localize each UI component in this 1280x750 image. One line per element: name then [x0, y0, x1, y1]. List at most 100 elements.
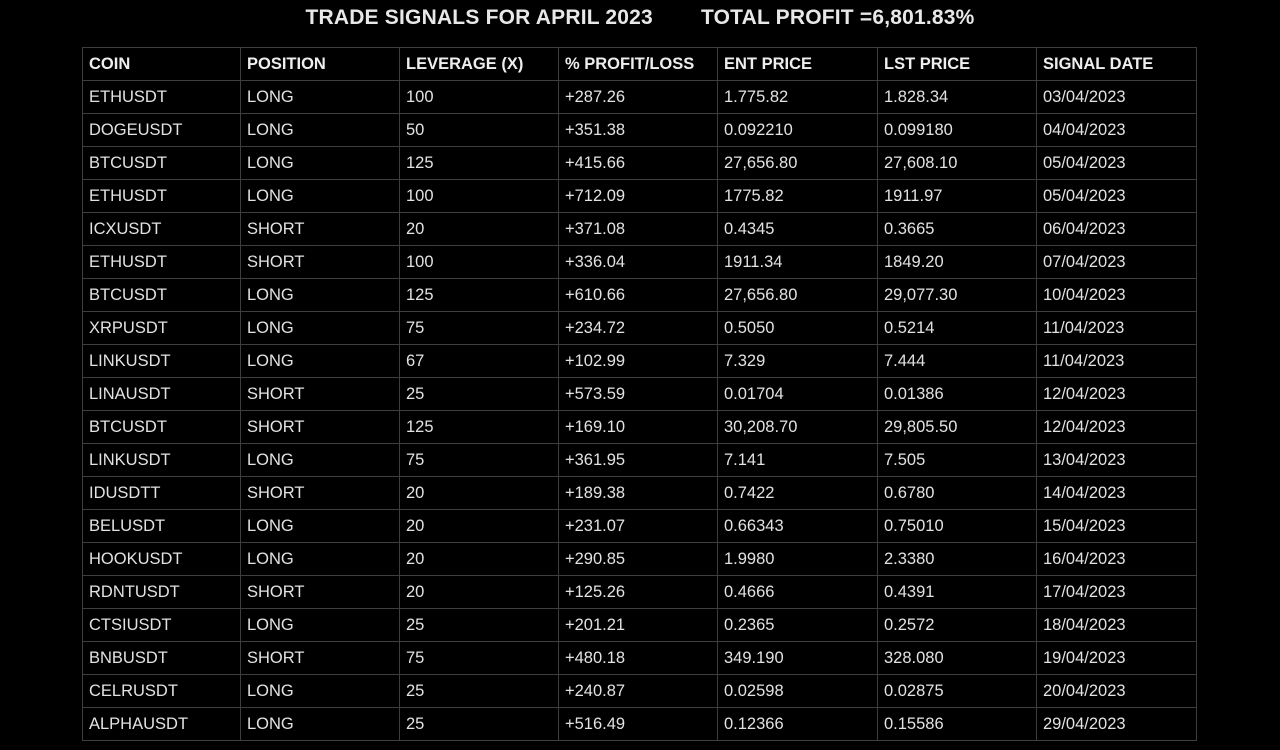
last-price-cell: 0.2572 [877, 608, 1037, 642]
coin-cell: IDUSDTT [82, 476, 241, 510]
signal-date-cell: 12/04/2023 [1036, 377, 1197, 411]
entry-price-cell: 1.775.82 [717, 80, 878, 114]
last-price-cell: 328.080 [877, 641, 1037, 675]
leverage-cell: 67 [399, 344, 559, 378]
leverage-cell: 50 [399, 113, 559, 147]
table-row: BNBUSDT SHORT 75 +480.18 349.190 328.080 19/04… [82, 641, 1197, 675]
coin-cell: BELUSDT [82, 509, 241, 543]
coin-cell: CTSIUSDT [82, 608, 241, 642]
table-row: LINKUSDT LONG 75 +361.95 7.141 7.505 13/04/202… [82, 443, 1197, 477]
profit-loss-cell: +234.72 [558, 311, 718, 345]
position-cell: LONG [240, 674, 400, 708]
signal-date-cell: 07/04/2023 [1036, 245, 1197, 279]
signal-date-cell: 14/04/2023 [1036, 476, 1197, 510]
profit-loss-cell: +169.10 [558, 410, 718, 444]
leverage-cell: 75 [399, 641, 559, 675]
position-cell: LONG [240, 179, 400, 213]
table-row: HOOKUSDT LONG 20 +290.85 1.9980 2.3380 16/04/2… [82, 542, 1197, 576]
entry-price-cell: 0.12366 [717, 707, 878, 741]
last-price-cell: 0.099180 [877, 113, 1037, 147]
profit-loss-cell: +287.26 [558, 80, 718, 114]
entry-price-cell: 7.329 [717, 344, 878, 378]
profit-loss-cell: +712.09 [558, 179, 718, 213]
table-row: ETHUSDT LONG 100 +287.26 1.775.82 1.828.34 03/… [82, 80, 1197, 114]
coin-cell: BTCUSDT [82, 146, 241, 180]
leverage-cell: 25 [399, 707, 559, 741]
coin-cell: BTCUSDT [82, 410, 241, 444]
last-price-cell: 1849.20 [877, 245, 1037, 279]
position-cell: LONG [240, 146, 400, 180]
entry-price-cell: 0.02598 [717, 674, 878, 708]
position-cell: SHORT [240, 212, 400, 246]
column-header-entry-price: ENT PRICE [717, 47, 878, 81]
signal-date-cell: 29/04/2023 [1036, 707, 1197, 741]
coin-cell: ETHUSDT [82, 245, 241, 279]
leverage-cell: 100 [399, 245, 559, 279]
last-price-cell: 7.444 [877, 344, 1037, 378]
leverage-cell: 20 [399, 575, 559, 609]
position-cell: LONG [240, 443, 400, 477]
entry-price-cell: 0.4666 [717, 575, 878, 609]
entry-price-cell: 0.4345 [717, 212, 878, 246]
table-row: ETHUSDT LONG 100 +712.09 1775.82 1911.97 05/04… [82, 179, 1197, 213]
signal-date-cell: 05/04/2023 [1036, 146, 1197, 180]
coin-cell: LINAUSDT [82, 377, 241, 411]
signals-table-container: COIN POSITION LEVERAGE (X) % PROFIT/LOSS… [82, 47, 1197, 741]
leverage-cell: 20 [399, 212, 559, 246]
leverage-cell: 125 [399, 410, 559, 444]
profit-loss-cell: +573.59 [558, 377, 718, 411]
coin-cell: ETHUSDT [82, 80, 241, 114]
total-profit: TOTAL PROFIT =6,801.83% [700, 6, 975, 29]
signal-date-cell: 11/04/2023 [1036, 311, 1197, 345]
coin-cell: LINKUSDT [82, 443, 241, 477]
column-header-position: POSITION [240, 47, 400, 81]
signal-date-cell: 05/04/2023 [1036, 179, 1197, 213]
last-price-cell: 29,805.50 [877, 410, 1037, 444]
entry-price-cell: 30,208.70 [717, 410, 878, 444]
coin-cell: BTCUSDT [82, 278, 241, 312]
profit-loss-cell: +125.26 [558, 575, 718, 609]
entry-price-cell: 1775.82 [717, 179, 878, 213]
coin-cell: XRPUSDT [82, 311, 241, 345]
table-row: RDNTUSDT SHORT 20 +125.26 0.4666 0.4391 17/04/… [82, 575, 1197, 609]
signal-date-cell: 19/04/2023 [1036, 641, 1197, 675]
position-cell: SHORT [240, 410, 400, 444]
entry-price-cell: 1.9980 [717, 542, 878, 576]
position-cell: SHORT [240, 575, 400, 609]
profit-loss-cell: +415.66 [558, 146, 718, 180]
leverage-cell: 25 [399, 674, 559, 708]
position-cell: SHORT [240, 377, 400, 411]
position-cell: SHORT [240, 641, 400, 675]
table-row: ALPHAUSDT LONG 25 +516.49 0.12366 0.15586 29/0… [82, 707, 1197, 741]
profit-loss-cell: +102.99 [558, 344, 718, 378]
coin-cell: ETHUSDT [82, 179, 241, 213]
last-price-cell: 27,608.10 [877, 146, 1037, 180]
entry-price-cell: 27,656.80 [717, 146, 878, 180]
table-header-row: COIN POSITION LEVERAGE (X) % PROFIT/LOSS… [82, 47, 1197, 81]
entry-price-cell: 0.7422 [717, 476, 878, 510]
table-row: BTCUSDT SHORT 125 +169.10 30,208.70 29,805.50… [82, 410, 1197, 444]
coin-cell: ALPHAUSDT [82, 707, 241, 741]
column-header-signal-date: SIGNAL DATE [1036, 47, 1197, 81]
column-header-leverage: LEVERAGE (X) [399, 47, 559, 81]
position-cell: LONG [240, 707, 400, 741]
signal-date-cell: 06/04/2023 [1036, 212, 1197, 246]
last-price-cell: 0.3665 [877, 212, 1037, 246]
entry-price-cell: 1911.34 [717, 245, 878, 279]
leverage-cell: 25 [399, 377, 559, 411]
last-price-cell: 0.75010 [877, 509, 1037, 543]
coin-cell: RDNTUSDT [82, 575, 241, 609]
profit-loss-cell: +240.87 [558, 674, 718, 708]
entry-price-cell: 349.190 [717, 641, 878, 675]
profit-loss-cell: +351.38 [558, 113, 718, 147]
table-row: ICXUSDT SHORT 20 +371.08 0.4345 0.3665 06/04/2… [82, 212, 1197, 246]
position-cell: LONG [240, 278, 400, 312]
signal-date-cell: 16/04/2023 [1036, 542, 1197, 576]
page-header: TRADE SIGNALS FOR APRIL 2023 TOTAL PROFI… [0, 0, 1280, 36]
entry-price-cell: 0.2365 [717, 608, 878, 642]
signal-date-cell: 04/04/2023 [1036, 113, 1197, 147]
leverage-cell: 20 [399, 509, 559, 543]
profit-loss-cell: +290.85 [558, 542, 718, 576]
signal-date-cell: 03/04/2023 [1036, 80, 1197, 114]
profit-loss-cell: +336.04 [558, 245, 718, 279]
